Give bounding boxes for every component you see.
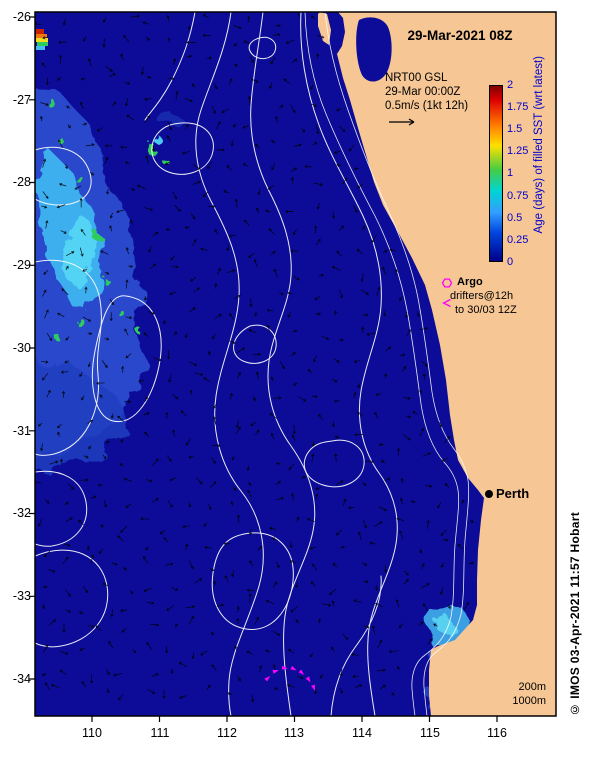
legend-scale: 0.5m/s (1kt 12h)	[385, 100, 469, 112]
colorbar-label: Age (days) of filled SST (wrt latest)	[533, 56, 545, 234]
depth-label-1000m: 1000m	[512, 695, 546, 707]
legend-model: NRT00 GSL	[385, 72, 448, 84]
perth-dot	[485, 490, 493, 498]
y-tick-label: -26	[12, 10, 31, 24]
x-tick-label: 116	[487, 726, 507, 740]
drifters-label-line1: drifters@12h	[450, 290, 514, 302]
x-tick-label: 112	[217, 726, 237, 740]
x-tick-label: 114	[352, 726, 372, 740]
y-tick-label: -32	[12, 506, 31, 520]
depth-label-200m: 200m	[518, 681, 546, 693]
colorbar	[489, 85, 503, 262]
shark-bay	[318, 12, 392, 82]
scale-arrow	[389, 118, 415, 126]
colorbar-tick: 1.75	[507, 101, 529, 113]
plot-title: 29-Mar-2021 08Z	[407, 28, 513, 43]
colorbar-tick: 0.25	[507, 234, 529, 246]
y-tick-label: -33	[12, 589, 31, 603]
colorbar-tick: 1.5	[507, 123, 523, 135]
current-arrows	[35, 12, 475, 703]
y-tick-label: -29	[12, 258, 31, 272]
plot-frame	[34, 11, 557, 717]
drifter-track	[264, 665, 316, 691]
x-tick-label: 113	[284, 726, 304, 740]
colorbar-tick: 1.25	[507, 145, 529, 157]
colorbar-tick: 0.5	[507, 212, 523, 224]
drifters-label-line2: to 30/03 12Z	[455, 304, 517, 316]
y-tick-label: -31	[12, 424, 31, 438]
y-tick-label: -30	[12, 341, 31, 355]
corner-age-blob	[36, 29, 48, 50]
colorbar-tick: 0	[507, 256, 514, 268]
legend-time: 29-Mar 00:00Z	[385, 86, 461, 98]
x-tick-label: 111	[150, 726, 170, 740]
drifter-marker-icon	[442, 298, 451, 308]
x-tick-label: 110	[82, 726, 102, 740]
legend-block: NRT00 GSL 29-Mar 00:00Z 0.5m/s (1kt 12h)	[385, 71, 468, 113]
sea-level-contours	[35, 12, 398, 716]
sst-age-patches	[35, 84, 471, 710]
colorbar-tick: 0.75	[507, 190, 529, 202]
argo-label: Argo	[457, 276, 483, 288]
axis-tick-marks	[29, 16, 498, 722]
watermark-imos: © IMOS 03-Apr-2021 11:57 Hobart	[568, 512, 582, 717]
colorbar-tick: 2	[507, 79, 514, 91]
y-tick-label: -28	[12, 175, 31, 189]
colorbar-gradient	[490, 86, 502, 261]
argo-marker-icon	[441, 278, 453, 288]
city-label-perth: Perth	[496, 486, 530, 501]
isobath-lines	[304, 12, 470, 716]
y-tick-label: -27	[12, 93, 31, 107]
x-tick-label: 115	[420, 726, 440, 740]
y-tick-label: -34	[12, 672, 31, 686]
colorbar-tick: 1	[507, 167, 514, 179]
